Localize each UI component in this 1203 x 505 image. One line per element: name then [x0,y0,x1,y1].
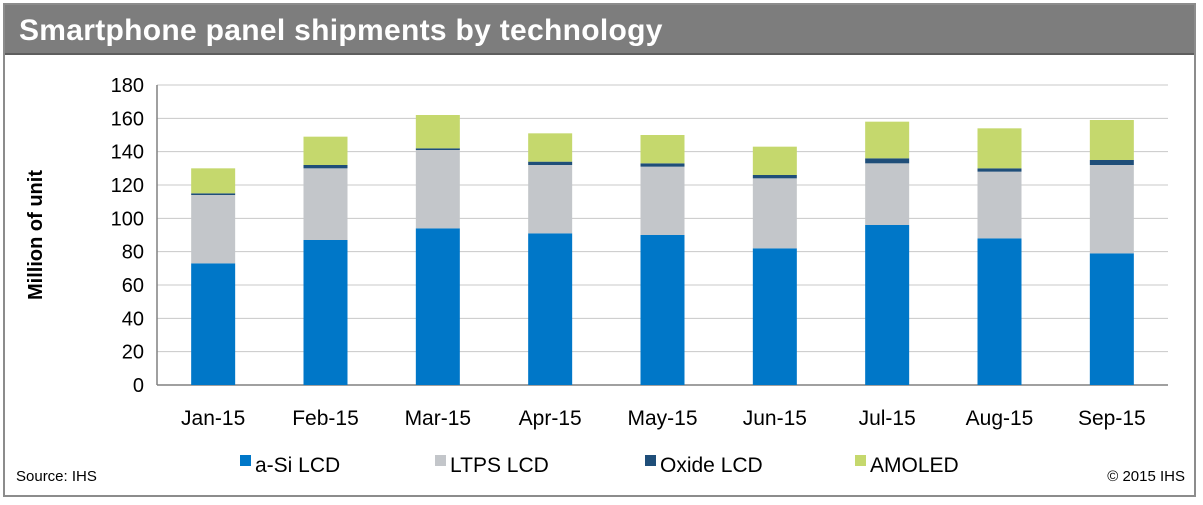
bar-segment [752,248,797,385]
x-tick-label: Aug-15 [966,407,1034,430]
x-tick-label: Feb-15 [292,407,359,430]
bar-segment [752,178,797,249]
bar-segment [528,233,573,385]
legend-label: AMOLED [870,454,959,477]
bar-segment [528,165,573,234]
y-tick-label: 80 [122,242,144,264]
y-tick-label: 100 [111,208,144,230]
bar-segment [1089,253,1134,385]
y-tick-label: 60 [122,275,144,297]
x-tick-label: Jan-15 [181,407,245,430]
bar-segment [977,238,1022,385]
bar-segment [303,165,348,169]
legend-swatch [435,455,446,466]
x-tick-label: Sep-15 [1078,407,1146,430]
bar-segment [415,228,460,385]
bar-segment [977,171,1022,239]
y-tick-label: 120 [111,175,144,197]
bar-segment [528,161,573,165]
legend-swatch [240,455,251,466]
bar-segment [865,158,910,164]
bar-segment [640,166,685,235]
y-tick-label: 160 [111,108,144,130]
y-tick-label: 180 [111,75,144,97]
bar-segment [1089,165,1134,254]
x-tick-label: Mar-15 [405,407,472,430]
bar-segment [1089,120,1134,160]
bar-segment [752,146,797,175]
y-tick-label: 40 [122,308,144,330]
bar-segment [415,148,460,150]
x-tick-label: Jun-15 [743,407,807,430]
legend-label: a-Si LCD [255,454,340,477]
y-tick-label: 140 [111,142,144,164]
bar-segment [640,235,685,385]
legend-label: Oxide LCD [660,454,763,477]
bar-segment [865,121,910,159]
bar-segment [640,163,685,167]
bar-segment [415,150,460,229]
bar-segment [303,168,348,240]
source-note: Source: IHS [16,468,97,485]
bar-segment [1089,160,1134,165]
bar-segment [191,195,236,264]
bar-segment [640,135,685,164]
bar-segment [191,193,236,195]
legend-label: LTPS LCD [450,454,549,477]
legend-swatch [645,455,656,466]
copyright-note: © 2015 IHS [1107,468,1185,485]
bar-segment [303,240,348,385]
x-tick-label: Jul-15 [859,407,916,430]
y-tick-label: 0 [133,375,144,397]
bar-segment [528,133,573,162]
bar-segment [415,115,460,149]
bar-segment [977,128,1022,169]
bar-segment [752,175,797,179]
title-bar: Smartphone panel shipments by technology [5,5,1194,55]
y-axis-title: Million of unit [25,170,47,300]
bar-segment [191,263,236,385]
y-tick-label: 20 [122,342,144,364]
bar-segment [865,163,910,225]
chart-title: Smartphone panel shipments by technology [19,14,663,47]
x-tick-label: May-15 [627,407,697,430]
bar-segment [865,225,910,385]
legend-swatch [855,455,866,466]
x-tick-label: Apr-15 [519,407,582,430]
bar-segment [977,168,1022,172]
bar-segment [303,136,348,165]
bar-segment [191,168,236,194]
